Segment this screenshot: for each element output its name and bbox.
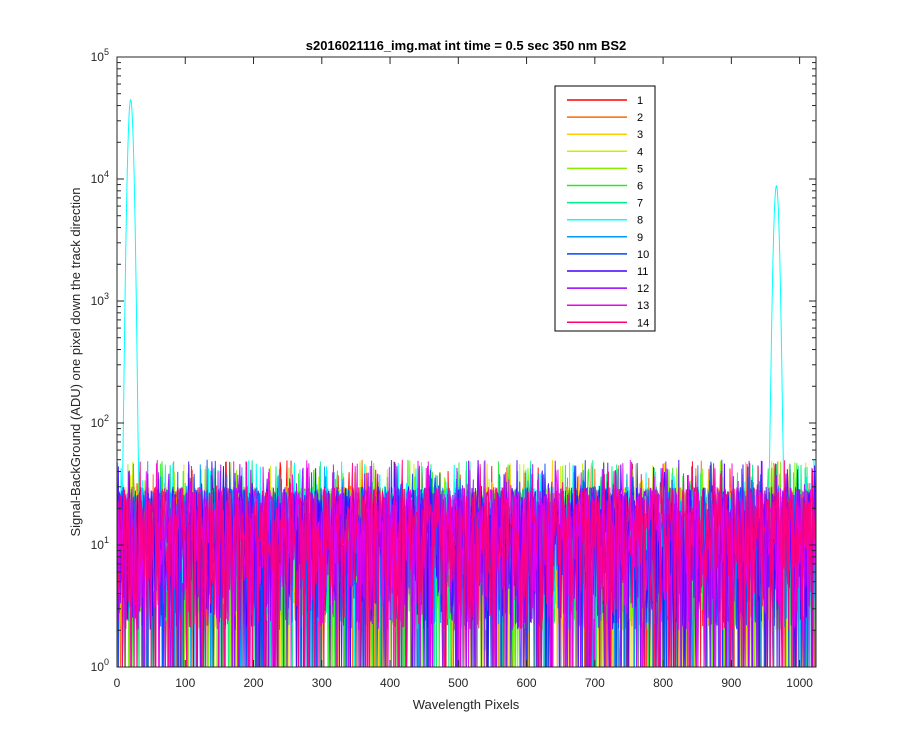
legend-label: 10 — [637, 249, 649, 261]
y-tick-label: 103 — [91, 291, 109, 308]
x-tick-label: 600 — [517, 676, 537, 690]
legend-label: 2 — [637, 112, 643, 124]
legend-label: 1 — [637, 95, 643, 107]
legend-box — [554, 85, 656, 332]
legend-label: 14 — [637, 317, 649, 329]
legend-label: 4 — [637, 146, 643, 158]
y-tick-exponent: 2 — [104, 413, 109, 423]
x-tick-label: 900 — [721, 676, 741, 690]
legend-label: 3 — [637, 129, 643, 141]
y-tick-base: 10 — [91, 50, 105, 64]
y-tick-exponent: 4 — [104, 169, 109, 179]
x-tick-label: 400 — [380, 676, 400, 690]
x-axis-label: Wavelength Pixels — [413, 697, 520, 712]
legend-label: 8 — [637, 215, 643, 227]
y-tick-exponent: 1 — [104, 535, 109, 545]
series-line-14 — [117, 459, 817, 668]
y-tick-label: 104 — [91, 169, 109, 186]
y-tick-base: 10 — [91, 172, 105, 186]
legend-label: 11 — [637, 266, 648, 278]
y-tick-base: 10 — [91, 660, 105, 674]
x-tick-label: 500 — [448, 676, 468, 690]
y-tick-label: 102 — [91, 413, 109, 430]
y-tick-exponent: 5 — [104, 47, 109, 57]
x-tick-label: 300 — [312, 676, 332, 690]
y-tick-label: 100 — [91, 657, 109, 674]
legend-label: 9 — [637, 232, 643, 244]
y-axis-label: Signal-BackGround (ADU) one pixel down t… — [68, 187, 83, 536]
plot-area: 0 100 200 300 400 500 600 700 800 900 1000 1001011… — [91, 47, 817, 690]
chart-title: s2016021116_img.mat int time = 0.5 sec 3… — [306, 38, 627, 53]
legend-label: 5 — [637, 163, 643, 175]
legend-label: 6 — [637, 181, 643, 193]
legend-label: 12 — [637, 283, 649, 295]
y-tick-label: 101 — [91, 535, 109, 552]
y-tick-base: 10 — [91, 538, 105, 552]
axes-box — [116, 56, 817, 668]
y-tick-exponent: 0 — [104, 657, 109, 667]
series-layer — [117, 99, 817, 668]
y-tick-label: 105 — [91, 47, 109, 64]
x-tick-label: 1000 — [786, 676, 813, 690]
x-tick-label: 700 — [585, 676, 605, 690]
x-ticks: 0 100 200 300 400 500 600 700 800 900 1000 — [114, 57, 813, 690]
x-tick-label: 100 — [175, 676, 195, 690]
legend-label: 13 — [637, 300, 649, 312]
x-tick-label: 800 — [653, 676, 673, 690]
y-tick-exponent: 3 — [104, 291, 109, 301]
y-tick-base: 10 — [91, 294, 105, 308]
x-tick-label: 200 — [244, 676, 264, 690]
y-tick-base: 10 — [91, 416, 105, 430]
x-tick-label: 0 — [114, 676, 121, 690]
legend-label: 7 — [637, 198, 643, 210]
